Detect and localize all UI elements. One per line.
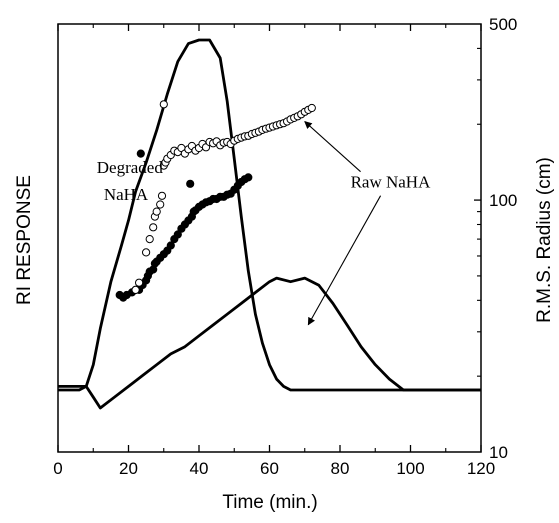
raw-radius-point — [135, 278, 144, 287]
plot-frame — [57, 23, 482, 453]
series-layer — [58, 38, 481, 410]
x-tick-label: 40 — [190, 459, 209, 478]
raw-radius-point — [307, 103, 316, 113]
x-tick-label: 120 — [467, 459, 495, 478]
raw-radius-point — [159, 100, 168, 109]
annotation-label: Degraded — [97, 158, 164, 177]
raw-radius-point — [149, 223, 158, 232]
ri-trace-0 — [58, 276, 481, 410]
raw-radius-point — [152, 207, 161, 216]
annotation-layer: Degraded NaHA Raw NaHA — [97, 121, 432, 326]
annotation-label: Raw NaHA — [351, 173, 432, 192]
x-tick-label: 60 — [260, 459, 279, 478]
raw-radius-point — [156, 200, 165, 209]
left-axis-title: RI RESPONSE — [14, 175, 35, 305]
degraded-radius-point — [186, 179, 195, 188]
raw-radius-point — [131, 285, 140, 294]
annotation-label: NaHA — [104, 185, 149, 204]
raw-radius-point — [145, 235, 154, 244]
raw-radius-point — [142, 248, 151, 257]
x-tick-label: 100 — [396, 459, 424, 478]
arrow-to-raw-radius — [304, 121, 361, 173]
degraded-radius-point — [244, 173, 253, 182]
degraded-radius-point — [136, 149, 145, 158]
raw-radius-point — [157, 191, 167, 200]
ri-trace-1 — [58, 38, 481, 392]
y-right-tick-label: 500 — [489, 15, 517, 34]
y-right-tick-label: 100 — [489, 191, 517, 210]
right-axis-title: R.M.S. Radius (cm) — [534, 157, 555, 323]
x-axis-title: Time (min.) — [222, 492, 317, 513]
x-tick-label: 0 — [53, 459, 62, 478]
x-tick-label: 20 — [119, 459, 138, 478]
y-right-tick-label: 10 — [489, 443, 508, 462]
arrow-to-raw-ri-trace — [307, 195, 382, 326]
degraded-radius-point — [166, 241, 175, 250]
x-tick-label: 80 — [331, 459, 350, 478]
degraded-radius-point — [173, 230, 182, 239]
